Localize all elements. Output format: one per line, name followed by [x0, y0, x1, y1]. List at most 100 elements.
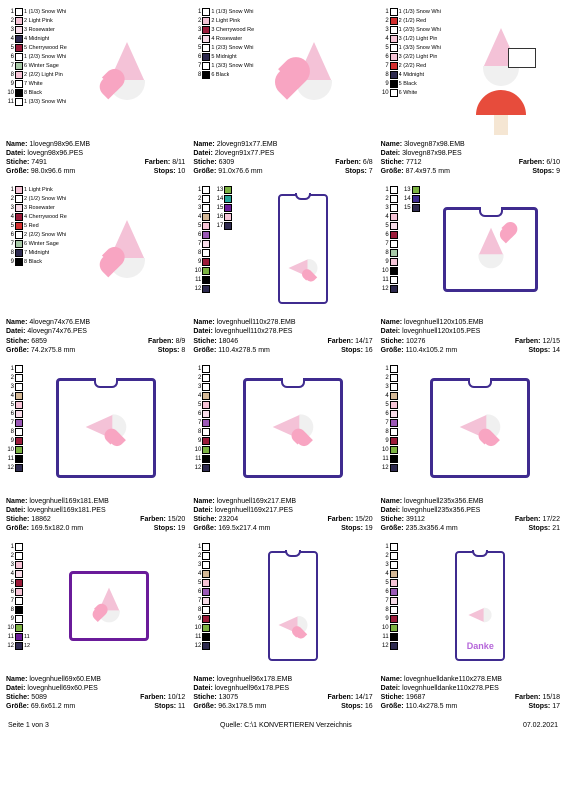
- val-stops: 19: [365, 525, 373, 532]
- color-num: 7: [6, 420, 14, 426]
- color-swatch: [390, 240, 398, 248]
- color-num: 10: [381, 90, 389, 96]
- color-num: 1: [6, 187, 14, 193]
- color-name: 2 (1/2) Red: [399, 18, 427, 24]
- val-name: 3lovegn87x98.EMB: [404, 141, 465, 148]
- color-swatch: [202, 455, 210, 463]
- color-name: 8 Black: [24, 90, 42, 96]
- val-farben: 15/20: [168, 516, 186, 523]
- color-row: 10: [6, 446, 24, 454]
- color-row: 5: [193, 222, 211, 230]
- color-row: 33 Rosewater: [6, 204, 67, 212]
- color-num: 9: [193, 616, 201, 622]
- color-swatch: [202, 428, 210, 436]
- val-farben: 17/22: [542, 516, 560, 523]
- color-row: 12: [381, 642, 399, 650]
- color-num: 12: [193, 286, 201, 292]
- color-num: 2: [6, 18, 14, 24]
- color-num: 13: [215, 187, 223, 193]
- lbl-datei: Datei:: [6, 507, 25, 514]
- color-swatch: [390, 8, 398, 16]
- design-info: Name: lovegnhuell235x356.EMBDatei: loveg…: [381, 497, 560, 533]
- color-row: 9: [381, 437, 399, 445]
- color-swatch: [15, 588, 23, 596]
- lbl-groesse: Größe:: [193, 703, 216, 710]
- color-row: 44 Rosewater: [193, 35, 254, 43]
- color-swatch: [202, 222, 210, 230]
- color-num: 2: [381, 18, 389, 24]
- color-row: 11: [193, 633, 211, 641]
- val-groesse: 169.5x217.4 mm: [218, 525, 270, 532]
- val-stiche: 18046: [219, 338, 238, 345]
- color-swatch: [390, 464, 398, 472]
- color-name: 3 Cherrywood Re: [211, 27, 254, 33]
- design-cell: 123456789101112131415Name: lovegnhuell12…: [379, 182, 562, 356]
- color-row: 6: [193, 410, 211, 418]
- color-num: 9: [381, 616, 389, 622]
- lbl-stops: Stops:: [528, 347, 550, 354]
- color-row: 14: [215, 195, 232, 203]
- color-num: 6: [6, 54, 14, 60]
- color-swatch: [202, 615, 210, 623]
- design-thumb: [69, 184, 186, 314]
- color-swatch: [202, 53, 210, 61]
- color-row: 4: [6, 392, 24, 400]
- color-list: 11 (1/3) Snow Whi22 (1/2) Red31 (2/3) Sn…: [381, 6, 441, 136]
- color-swatch: [202, 561, 210, 569]
- color-num: 4: [193, 36, 201, 42]
- lbl-stops: Stops:: [528, 525, 550, 532]
- val-stops: 11: [178, 703, 185, 710]
- color-swatch: [390, 26, 398, 34]
- design-thumb: Danke: [401, 541, 560, 671]
- color-swatch: [15, 240, 23, 248]
- color-row: 15: [403, 204, 420, 212]
- color-num: 7: [6, 598, 14, 604]
- color-swatch: [15, 543, 23, 551]
- color-num: 11: [6, 456, 14, 462]
- val-groesse: 74.2x75.8 mm: [31, 347, 75, 354]
- color-name: 4 Midnight: [399, 72, 424, 78]
- design-info: Name: lovegnhuelldanke110x278.EMBDatei: …: [381, 675, 560, 711]
- color-row: 10: [381, 267, 399, 275]
- val-groesse: 98.0x96.6 mm: [31, 168, 75, 175]
- color-swatch: [390, 446, 398, 454]
- color-row: 33 Rosewater: [6, 26, 67, 34]
- color-swatch: [202, 62, 210, 70]
- val-farben: 10/12: [168, 694, 186, 701]
- val-groesse: 96.3x178.5 mm: [218, 703, 266, 710]
- color-row: 3: [381, 383, 399, 391]
- color-num: 8: [193, 607, 201, 613]
- color-swatch: [202, 410, 210, 418]
- color-swatch: [390, 213, 398, 221]
- color-row: 2: [381, 374, 399, 382]
- color-swatch: [15, 35, 23, 43]
- color-row: 11: [193, 276, 211, 284]
- color-swatch: [15, 455, 23, 463]
- color-row: 87 Midnight: [6, 249, 67, 257]
- color-swatch: [15, 53, 23, 61]
- color-num: 5: [6, 45, 14, 51]
- color-name: 2 (2/2) Snow Whi: [24, 232, 66, 238]
- color-num: 4: [381, 571, 389, 577]
- color-row: 12: [193, 642, 211, 650]
- color-swatch: [15, 392, 23, 400]
- color-list: 123456789101112: [193, 363, 211, 493]
- color-swatch: [15, 204, 23, 212]
- color-row: 2 2 (1/2) Red: [381, 17, 441, 25]
- lbl-stiche: Stiche:: [193, 694, 216, 701]
- val-datei: lovegnhuell110x278.PES: [215, 328, 293, 335]
- color-row: 5: [6, 579, 30, 587]
- val-name: 1lovegn98x96.EMB: [29, 141, 90, 148]
- color-row: 44 Cherrywood Re: [6, 213, 67, 221]
- color-swatch: [412, 195, 420, 203]
- color-row: 12: [381, 285, 399, 293]
- color-name: 5 Black: [399, 81, 417, 87]
- design-cell: 123456789101112DankeName: lovegnhuelldan…: [379, 539, 562, 713]
- color-row: 5: [381, 401, 399, 409]
- color-row: 31 (2/3) Snow Whi: [381, 26, 441, 34]
- val-name: lovegnhuell235x356.EMB: [404, 498, 483, 505]
- color-swatch: [390, 276, 398, 284]
- val-groesse: 110.4x105.2 mm: [406, 347, 458, 354]
- color-row: 12: [6, 464, 24, 472]
- color-swatch: [224, 213, 232, 221]
